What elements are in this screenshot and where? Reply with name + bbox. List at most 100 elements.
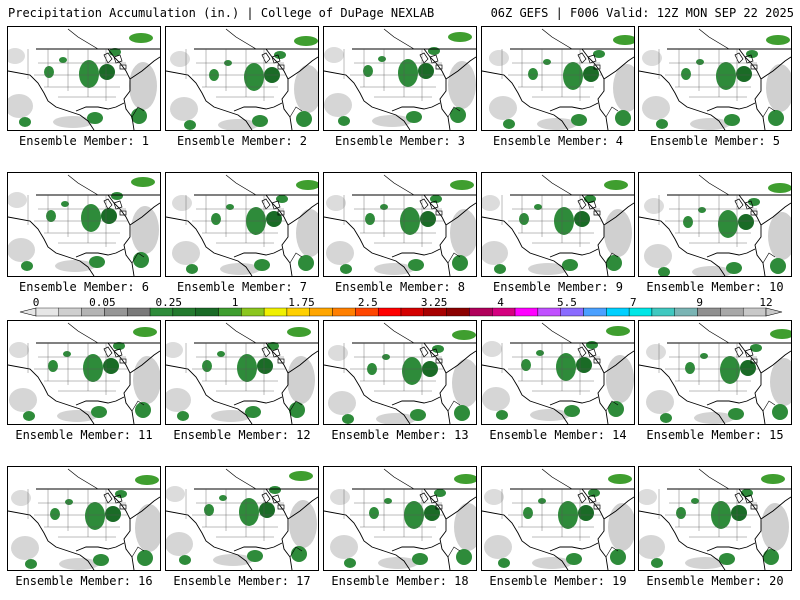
scale-swatch [720, 307, 744, 317]
scale-tick-label: 5.5 [557, 296, 577, 309]
scale-swatch [514, 307, 539, 317]
precip-field [9, 327, 160, 422]
ensemble-member-label: Ensemble Member: 12 [173, 428, 311, 442]
scale-arrow-left [19, 307, 37, 317]
ensemble-map-7 [165, 172, 319, 277]
scale-swatch [446, 307, 470, 317]
precip-field [170, 36, 318, 130]
scale-swatch [377, 307, 402, 317]
scale-swatch [697, 307, 721, 317]
scale-swatch [309, 307, 333, 317]
ensemble-member-label: Ensemble Member: 11 [15, 428, 153, 442]
scale-swatch [263, 307, 288, 317]
scale-swatch [400, 307, 425, 317]
scale-swatch [537, 307, 561, 317]
ensemble-map-2 [165, 26, 319, 131]
precip-field [166, 471, 317, 566]
scale-swatch [332, 307, 356, 317]
scale-tick-label: 3.25 [421, 296, 448, 309]
ensemble-map-15 [638, 320, 792, 425]
ensemble-map-20 [638, 466, 792, 571]
precip-field [8, 177, 159, 272]
precip-map-8 [324, 174, 476, 276]
scale-swatch [583, 307, 607, 317]
precip-map-16 [8, 468, 160, 570]
scale-tick-label: 7 [630, 296, 637, 309]
ensemble-member-label: Ensemble Member: 5 [649, 134, 781, 148]
ensemble-map-9 [481, 172, 635, 277]
ensemble-map-11 [7, 320, 161, 425]
ensemble-map-1 [7, 26, 161, 131]
ensemble-map-5 [638, 26, 792, 131]
ensemble-member-label: Ensemble Member: 10 [646, 280, 784, 294]
scale-swatch [469, 307, 493, 317]
precip-map-7 [166, 174, 318, 276]
color-scale-bar: 0 0.05 0.25 1 1.75 2.5 3.25 4 5.5 7 9 12 [19, 296, 783, 317]
precip-map-6 [8, 174, 160, 276]
ensemble-member-label: Ensemble Member: 15 [646, 428, 784, 442]
ensemble-map-8 [323, 172, 477, 277]
precip-map-11 [8, 322, 160, 424]
precip-map-20 [639, 468, 791, 570]
precip-map-13 [324, 322, 476, 424]
precip-map-3 [324, 28, 476, 130]
ensemble-member-label: Ensemble Member: 7 [176, 280, 308, 294]
ensemble-map-14 [481, 320, 635, 425]
ensemble-member-label: Ensemble Member: 20 [646, 574, 784, 588]
ensemble-map-13 [323, 320, 477, 425]
scale-tick-label: 12 [759, 296, 772, 309]
precip-field [328, 330, 476, 424]
ensemble-member-label: Ensemble Member: 6 [18, 280, 150, 294]
scale-swatch [127, 307, 151, 317]
ensemble-map-17 [165, 466, 319, 571]
ensemble-map-3 [323, 26, 477, 131]
precip-field [8, 33, 157, 128]
precip-field [639, 474, 789, 569]
ensemble-member-label: Ensemble Member: 18 [331, 574, 469, 588]
ensemble-member-label: Ensemble Member: 4 [492, 134, 624, 148]
run-info: 06Z GEFS | F006 Valid: 12Z MON SEP 22 20… [490, 6, 794, 20]
precip-map-5 [639, 28, 791, 130]
ensemble-map-6 [7, 172, 161, 277]
precip-map-2 [166, 28, 318, 130]
precip-field [324, 32, 476, 127]
precip-map-9 [482, 174, 634, 276]
precip-map-18 [324, 468, 476, 570]
scale-swatch [560, 307, 584, 317]
scale-tick-label: 0 [33, 296, 40, 309]
scale-swatch [492, 307, 516, 317]
ensemble-member-label: Ensemble Member: 14 [489, 428, 627, 442]
precip-map-19 [482, 468, 634, 570]
ensemble-member-label: Ensemble Member: 13 [331, 428, 469, 442]
scale-swatch [104, 307, 128, 317]
ensemble-member-label: Ensemble Member: 9 [492, 280, 624, 294]
ensemble-map-19 [481, 466, 635, 571]
scale-swatch [58, 307, 82, 317]
ensemble-member-label: Ensemble Member: 16 [15, 574, 153, 588]
chart-title: Precipitation Accumulation (in.) | Colle… [8, 6, 435, 20]
precip-field [482, 180, 632, 275]
ensemble-member-label: Ensemble Member: 17 [173, 574, 311, 588]
precip-map-14 [482, 322, 634, 424]
precip-field [484, 474, 634, 569]
scale-swatch [286, 307, 310, 317]
precip-map-17 [166, 468, 318, 570]
scale-swatch [81, 307, 105, 317]
scale-tick-label: 1.75 [288, 296, 315, 309]
precip-field [482, 326, 634, 421]
scale-swatch [651, 307, 675, 317]
ensemble-member-label: Ensemble Member: 3 [334, 134, 466, 148]
precip-map-15 [639, 322, 791, 424]
scale-tick-label: 9 [696, 296, 703, 309]
scale-tick-label: 0.25 [155, 296, 182, 309]
scale-swatch [149, 307, 174, 317]
precip-map-10 [639, 174, 791, 276]
scale-swatch [742, 307, 767, 317]
scale-arrow-right [765, 307, 783, 317]
scale-swatch [355, 307, 379, 317]
ensemble-member-label: Ensemble Member: 19 [489, 574, 627, 588]
scale-swatch [241, 307, 265, 317]
precip-map-1 [8, 28, 160, 130]
scale-tick-label: 2.5 [358, 296, 378, 309]
scale-swatch [195, 307, 219, 317]
